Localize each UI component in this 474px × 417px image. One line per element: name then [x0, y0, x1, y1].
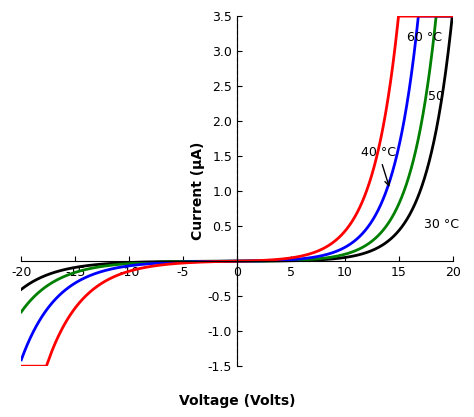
Text: 50: 50 — [428, 90, 444, 103]
Text: 60 °C: 60 °C — [407, 30, 442, 44]
Y-axis label: Current (μA): Current (μA) — [191, 142, 205, 240]
X-axis label: Voltage (Volts): Voltage (Volts) — [179, 394, 295, 408]
Text: 40 °C: 40 °C — [361, 146, 396, 186]
Text: 30 °C: 30 °C — [424, 218, 458, 231]
